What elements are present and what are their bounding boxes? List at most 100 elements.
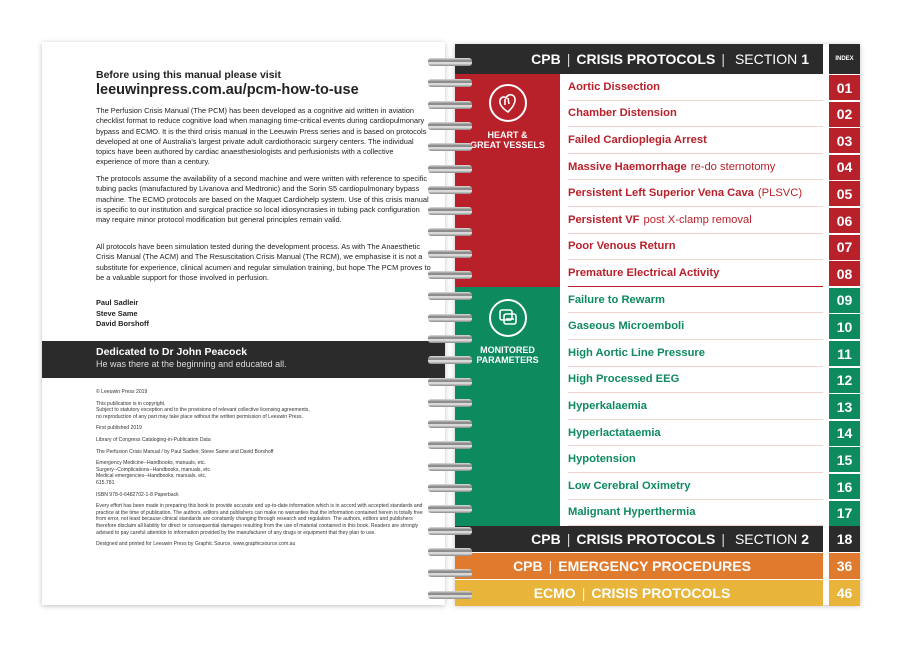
- index-number[interactable]: 04: [829, 154, 860, 180]
- protocol-item[interactable]: Gaseous Microemboli: [568, 313, 823, 340]
- protocol-subtitle: post X-clamp removal: [643, 213, 752, 226]
- protocol-item[interactable]: Massive Haemorrhage re-do sternotomy: [568, 154, 823, 181]
- dedication-subtitle: He was there at the beginning and educat…: [96, 359, 287, 369]
- protocol-title: Massive Haemorrhage: [568, 160, 687, 173]
- protocol-item[interactable]: Persistent VF post X-clamp removal: [568, 207, 823, 234]
- section-prefix: ECMO: [533, 585, 576, 602]
- binding-ring: [428, 462, 472, 471]
- protocol-title: Failure to Rewarm: [568, 293, 665, 306]
- author: David Borshoff: [96, 319, 149, 328]
- dedication-title: Dedicated to Dr John Peacock: [96, 346, 248, 358]
- index-number[interactable]: 08: [829, 261, 860, 287]
- imprint-line: First published 2019: [96, 425, 142, 432]
- protocol-item[interactable]: Hypotension: [568, 446, 823, 473]
- section-title: CRISIS PROTOCOLS: [591, 585, 731, 602]
- protocol-title: High Processed EEG: [568, 373, 680, 386]
- intro-url[interactable]: leeuwinpress.com.au/pcm-how-to-use: [96, 82, 359, 98]
- imprint-line: ISBN 978-0-6482702-1-8 Paperback: [96, 491, 179, 498]
- binding-ring: [428, 356, 472, 365]
- index-number[interactable]: 15: [829, 447, 860, 473]
- section-tab[interactable]: CPB | CRISIS PROTOCOLS | SECTION 2: [455, 526, 823, 553]
- paragraph: All protocols have been simulation teste…: [96, 242, 431, 282]
- protocol-item[interactable]: Premature Electrical Activity: [568, 260, 823, 287]
- category-band: MONITORED PARAMETERS: [455, 286, 560, 527]
- protocol-item[interactable]: Hyperlactataemia: [568, 420, 823, 447]
- index-number[interactable]: 10: [829, 314, 860, 340]
- protocol-item[interactable]: High Processed EEG: [568, 367, 823, 394]
- binding-ring: [428, 547, 472, 556]
- category-band: HEART & GREAT VESSELS: [455, 74, 560, 287]
- protocol-title: Failed Cardioplegia Arrest: [568, 133, 707, 146]
- index-number[interactable]: 03: [829, 128, 860, 154]
- index-number[interactable]: 16: [829, 474, 860, 499]
- protocol-title: Malignant Hyperthermia: [568, 506, 696, 519]
- protocol-title: High Aortic Line Pressure: [568, 346, 705, 359]
- protocol-title: Low Cerebral Oximetry: [568, 479, 691, 492]
- binding-ring: [428, 420, 472, 429]
- protocol-title: Persistent VF: [568, 213, 640, 226]
- index-number[interactable]: 09: [829, 287, 860, 313]
- protocol-item[interactable]: Low Cerebral Oximetry: [568, 473, 823, 500]
- imprint-line: © Leeuwin Press 2019: [96, 389, 148, 395]
- header-cpb: CPB: [531, 51, 561, 67]
- protocol-title: Chamber Distension: [568, 107, 677, 120]
- binding-ring: [428, 569, 472, 578]
- protocol-title: Hypotension: [568, 453, 636, 466]
- protocol-title: Poor Venous Return: [568, 240, 676, 253]
- index-number[interactable]: 17: [829, 500, 860, 526]
- section-tab[interactable]: CPB | EMERGENCY PROCEDURES: [455, 553, 823, 580]
- binding-ring: [428, 526, 472, 535]
- index-number[interactable]: 12: [829, 367, 860, 393]
- binding-ring: [428, 292, 472, 301]
- protocol-item[interactable]: Failure to Rewarm: [568, 287, 823, 314]
- right-page: CPB | CRISIS PROTOCOLS | SECTION 1 INDEX HEAR…: [455, 44, 860, 607]
- binding-ring: [428, 505, 472, 514]
- section-prefix: CPB: [513, 558, 543, 575]
- index-number[interactable]: 01: [829, 75, 860, 100]
- binding-ring: [428, 58, 472, 66]
- protocol-item[interactable]: Hyperkalaemia: [568, 393, 823, 420]
- protocol-title: Premature Electrical Activity: [568, 266, 720, 279]
- binding-ring: [428, 313, 472, 322]
- index-number[interactable]: 36: [829, 553, 860, 580]
- authors: Paul Sadleir Steve Same David Borshoff: [96, 298, 431, 330]
- index-number[interactable]: 06: [829, 208, 860, 233]
- index-number[interactable]: 18: [829, 526, 860, 553]
- binding-ring: [428, 484, 472, 492]
- protocol-item[interactable]: Aortic Dissection: [568, 74, 823, 101]
- imprint-line: Library of Congress Cataloging-in-Public…: [96, 436, 211, 443]
- category-label: GREAT VESSELS: [470, 140, 545, 150]
- binding-ring: [428, 100, 472, 109]
- protocol-item[interactable]: Persistent Left Superior Vena Cava (PLSVC…: [568, 180, 823, 207]
- imprint-line: Every effort has been made in preparing …: [96, 503, 423, 536]
- binding-ring: [428, 207, 472, 216]
- binding-ring: [428, 334, 472, 343]
- protocol-item[interactable]: Chamber Distension: [568, 101, 823, 128]
- protocol-title: Aortic Dissection: [568, 80, 661, 93]
- section-tab[interactable]: ECMO | CRISIS PROTOCOLS: [455, 580, 823, 607]
- header-section: SECTION: [734, 51, 798, 67]
- section-1-header: CPB | CRISIS PROTOCOLS | SECTION 1: [455, 44, 823, 74]
- heart-icon: [488, 84, 527, 122]
- intro-heading: Before using this manual please visit: [96, 69, 281, 81]
- section-title: CRISIS PROTOCOLS: [576, 531, 716, 548]
- index-number[interactable]: 07: [829, 234, 860, 260]
- left-page: Before using this manual please visit le…: [42, 42, 445, 605]
- index-number[interactable]: 05: [829, 181, 860, 207]
- index-number[interactable]: 13: [829, 394, 860, 420]
- author: Paul Sadleir: [96, 298, 139, 307]
- binding-ring: [428, 143, 472, 152]
- protocol-item[interactable]: Poor Venous Return: [568, 234, 823, 261]
- index-number[interactable]: 02: [829, 101, 860, 127]
- protocol-item[interactable]: High Aortic Line Pressure: [568, 340, 823, 367]
- binding-ring: [428, 121, 472, 130]
- protocol-item[interactable]: Failed Cardioplegia Arrest: [568, 127, 823, 154]
- index-number[interactable]: 46: [829, 580, 860, 607]
- protocol-title: Persistent Left Superior Vena Cava: [568, 187, 754, 200]
- header-section-number: 1: [801, 51, 809, 67]
- section-title: EMERGENCY PROCEDURES: [558, 558, 751, 575]
- protocol-item[interactable]: Malignant Hyperthermia: [568, 500, 823, 527]
- index-number[interactable]: 11: [829, 341, 860, 366]
- index-number[interactable]: 14: [829, 420, 860, 446]
- binding-ring: [428, 590, 472, 599]
